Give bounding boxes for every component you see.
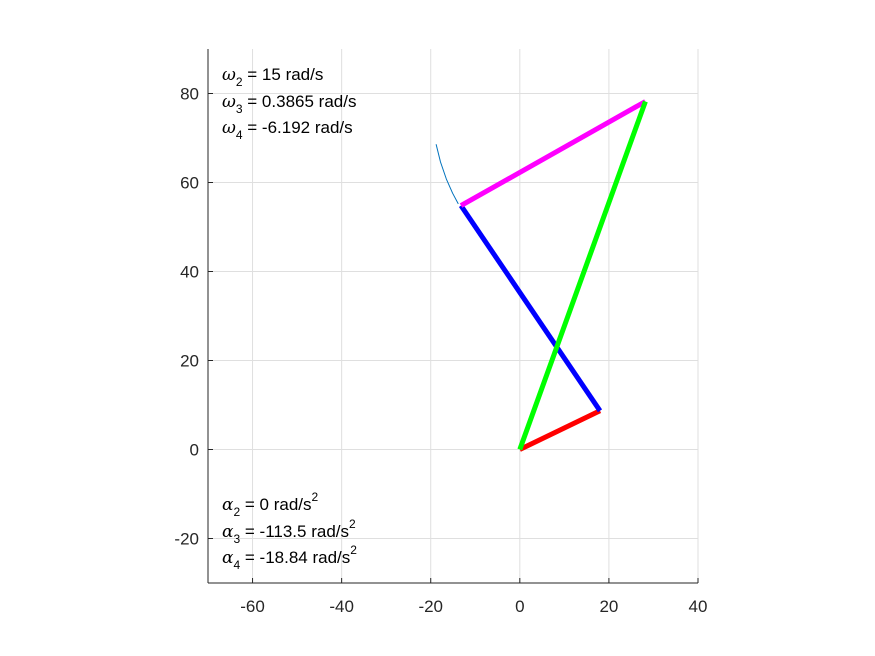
omega-3-annotation: ω3 = 0.3865 rad/s [222, 92, 356, 116]
x-tick-label: 0 [515, 597, 524, 616]
y-ticks: -20 0 20 40 60 80 [174, 85, 213, 549]
alpha-annotations: α2 = 0 rad/s2 α3 = -113.5 rad/s2 α4 = -1… [222, 490, 357, 572]
alpha-4-annotation: α4 = -18.84 rad/s2 [222, 543, 357, 572]
x-tick-label: 40 [689, 597, 708, 616]
omega-2-annotation: ω2 = 15 rad/s [222, 65, 323, 89]
x-ticks: -60 -40 -20 0 20 40 [240, 578, 707, 616]
link4-line [459, 99, 647, 208]
path-line [435, 144, 459, 205]
x-tick-label: -40 [329, 597, 354, 616]
y-tick-label: 0 [190, 441, 199, 460]
x-tick-label: -20 [418, 597, 443, 616]
y-tick-label: 60 [180, 174, 199, 193]
link2-line [518, 408, 602, 452]
y-tick-label: 80 [180, 85, 199, 104]
alpha-2-annotation: α2 = 0 rad/s2 [222, 490, 319, 519]
y-tick-label: 40 [180, 263, 199, 282]
axes [207, 49, 698, 584]
link1-line [517, 100, 648, 451]
link3-line [458, 204, 603, 413]
grid [208, 49, 699, 583]
alpha-3-annotation: α3 = -113.5 rad/s2 [222, 517, 356, 546]
x-tick-label: 20 [599, 597, 618, 616]
y-tick-label: 20 [180, 352, 199, 371]
omega-annotations: ω2 = 15 rad/s ω3 = 0.3865 rad/s ω4 = -6.… [222, 65, 356, 142]
y-tick-label: -20 [174, 530, 199, 549]
series-group [435, 99, 648, 452]
x-tick-label: -60 [240, 597, 265, 616]
omega-4-annotation: ω4 = -6.192 rad/s [222, 118, 353, 142]
